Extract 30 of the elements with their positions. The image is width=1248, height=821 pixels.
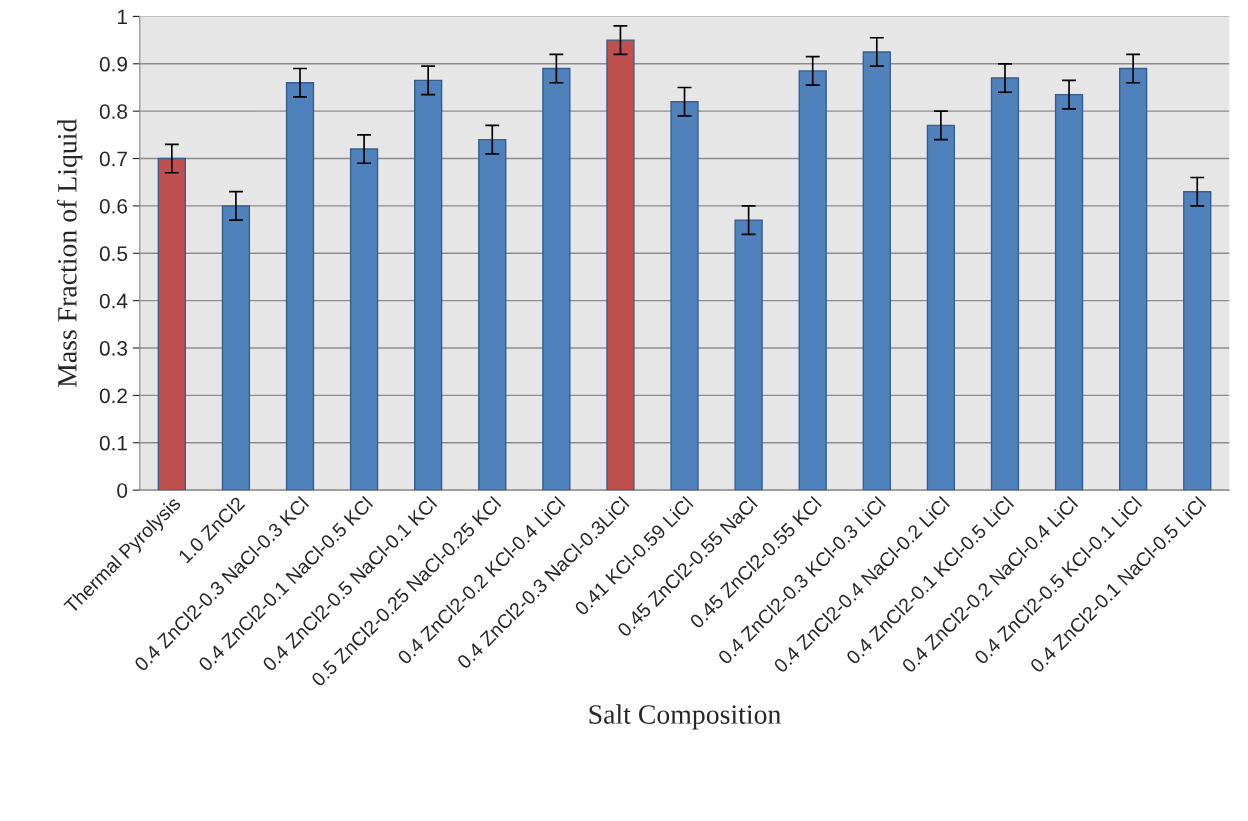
x-axis-title: Salt Composition: [589, 704, 781, 730]
bar: [157, 157, 186, 491]
y-tick-label: 0.9: [99, 56, 127, 72]
y-tick-label: 0.8: [99, 104, 128, 119]
y-tick-label: 0.3: [99, 341, 128, 356]
bar: [798, 70, 827, 491]
y-tick-label: 0.5: [99, 246, 128, 262]
bar: [670, 100, 699, 491]
y-tick-label: 0.4: [99, 293, 128, 309]
bar: [478, 138, 507, 491]
y-tick-label: 0.6: [99, 198, 128, 214]
y-tick-label: 1: [117, 9, 127, 24]
bar: [1054, 93, 1084, 491]
y-axis-title: Mass Fraction of Liquid: [56, 118, 83, 388]
bar: [221, 205, 251, 491]
bar: [285, 82, 315, 491]
bar: [414, 79, 443, 491]
bar: [1118, 67, 1148, 491]
bar: [862, 51, 891, 491]
bar: [542, 67, 571, 491]
bar: [990, 77, 1020, 491]
y-tick-label: 0.2: [99, 388, 127, 404]
bar: [926, 124, 956, 491]
y-tick-label: 0.7: [99, 151, 127, 167]
bar: [349, 148, 379, 491]
y-tick-label: 0.1: [99, 435, 127, 451]
bar: [1183, 191, 1212, 491]
bar: [606, 39, 635, 491]
y-tick-label: 0: [117, 483, 128, 498]
bar: [734, 219, 763, 491]
